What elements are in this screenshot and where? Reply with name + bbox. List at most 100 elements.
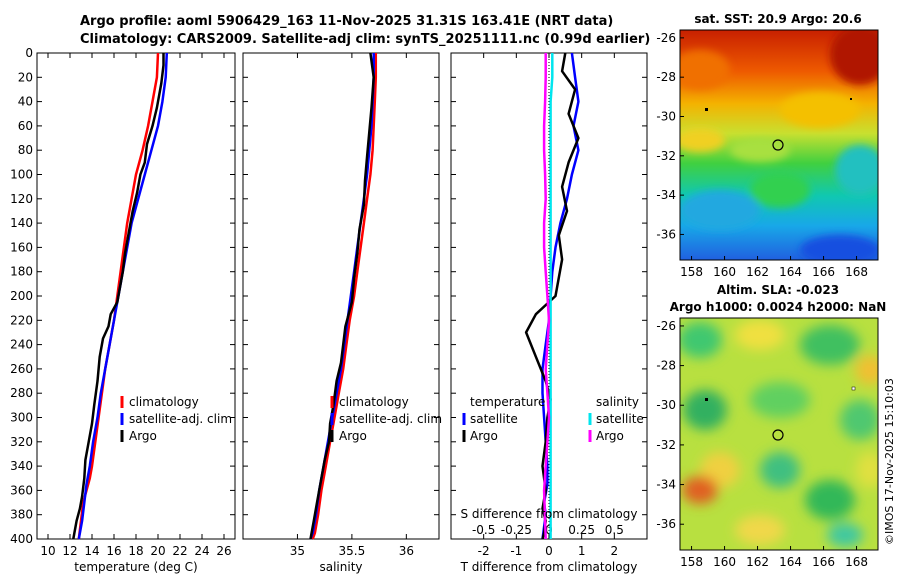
sst-ytick-label: -32 — [656, 149, 676, 163]
sst-ytick-label: -30 — [656, 109, 676, 123]
figure-title-line1: Argo profile: aoml 5906429_163 11-Nov-20… — [80, 14, 614, 29]
temp-frame — [36, 52, 236, 540]
sla-argo-marker — [772, 429, 784, 441]
depth-tick-label: 200 — [10, 289, 33, 303]
sal-legend: climatology satellite-adj. clim Argo — [330, 395, 442, 443]
temp-xlabel: temperature (deg C) — [74, 560, 197, 574]
diff-s-tick-label: 0.5 — [605, 523, 624, 537]
figure-title-line2: Climatology: CARS2009. Satellite-adj cli… — [80, 32, 651, 47]
temp-legend-argo: Argo — [129, 429, 157, 443]
sal-xtick-label: 36 — [399, 544, 414, 558]
diff-legend: temperature satellite Argo salinity sate… — [462, 395, 644, 443]
diff-s-tick-label: -0.5 — [472, 523, 495, 537]
sla-frame — [679, 317, 879, 551]
sla-ytick-label: -36 — [656, 517, 676, 531]
sla-title-line2: Argo h1000: 0.0024 h2000: NaN — [670, 300, 887, 314]
imos-credit: ©IMOS 17-Nov-2025 15:10:03 — [883, 378, 896, 545]
sal-legend-satellite: satellite-adj. clim — [339, 412, 442, 426]
sst-frame — [679, 29, 879, 261]
sst-xtick-label: 162 — [746, 265, 769, 279]
depth-tick-label: 220 — [10, 313, 33, 327]
sla-ytick-label: -28 — [656, 359, 676, 373]
diff-legend-t-title: temperature — [470, 395, 545, 409]
depth-tick-label: 20 — [18, 70, 33, 84]
sal-xtick-label: 35.5 — [339, 544, 366, 558]
temp-legend-climatology: climatology — [129, 395, 199, 409]
temp-xtick-label: 16 — [106, 544, 121, 558]
temp-legend: climatology satellite-adj. clim Argo — [120, 395, 232, 443]
sla-xtick-label: 166 — [812, 555, 835, 569]
depth-tick-label: 0 — [25, 46, 33, 60]
sal-legend-argo: Argo — [339, 429, 367, 443]
sla-ytick-label: -26 — [656, 319, 676, 333]
sal-panel: 35 35.5 36 — [242, 52, 440, 558]
sst-ytick-label: -34 — [656, 188, 676, 202]
diff-xlabel-top: S difference from climatology — [461, 507, 638, 521]
depth-tick-label: 360 — [10, 483, 33, 497]
sla-xtick-label: 162 — [746, 555, 769, 569]
sal-legend-climatology: climatology — [339, 395, 409, 409]
depth-tick-label: 260 — [10, 362, 33, 376]
diff-xtick-label: 0 — [545, 544, 553, 558]
diff-series-s-satellite — [549, 53, 554, 539]
sst-xtick-label: 164 — [779, 265, 802, 279]
sst-xtick-label: 166 — [812, 265, 835, 279]
depth-tick-label: 240 — [10, 338, 33, 352]
sst-map — [680, 30, 878, 260]
temp-panel: 10 12 14 16 18 20 22 24 260204060801001201401601… — [10, 46, 236, 558]
temp-xtick-label: 20 — [150, 544, 165, 558]
sla-ytick-label: -32 — [656, 438, 676, 452]
sla-xtick-label: 168 — [845, 555, 868, 569]
temp-xtick-label: 18 — [128, 544, 143, 558]
temp-xtick-label: 26 — [216, 544, 231, 558]
sst-xtick-label: 158 — [680, 265, 703, 279]
sal-series-satellite-adj-clim — [309, 53, 375, 540]
depth-tick-label: 280 — [10, 386, 33, 400]
depth-tick-label: 160 — [10, 240, 33, 254]
depth-tick-label: 340 — [10, 459, 33, 473]
diff-legend-s-argo: Argo — [596, 429, 624, 443]
sla-xtick-label: 160 — [713, 555, 736, 569]
diff-legend-s-title: salinity — [596, 395, 639, 409]
sal-series-argo — [309, 52, 375, 540]
diff-xtick-label: 2 — [611, 544, 619, 558]
depth-tick-label: 380 — [10, 508, 33, 522]
sla-ytick-label: -34 — [656, 478, 676, 492]
sst-argo-marker — [772, 139, 784, 151]
temp-xtick-label: 14 — [84, 544, 99, 558]
sal-frame — [242, 52, 440, 540]
diff-s-tick-label: 0 — [545, 523, 553, 537]
temp-xtick-label: 22 — [172, 544, 187, 558]
diff-xtick-label: 1 — [578, 544, 586, 558]
diff-legend-s-satellite: satellite — [596, 412, 644, 426]
diff-legend-t-satellite: satellite — [470, 412, 518, 426]
sst-xtick-label: 160 — [713, 265, 736, 279]
sst-ytick-label: -28 — [656, 70, 676, 84]
sla-ytick-label: -30 — [656, 398, 676, 412]
depth-tick-label: 140 — [10, 216, 33, 230]
diff-series-s-argo — [542, 53, 551, 540]
sla-xtick-label: 164 — [779, 555, 802, 569]
depth-tick-label: 40 — [18, 95, 33, 109]
sst-xtick-label: 168 — [845, 265, 868, 279]
diff-panel: -2 -1 0 1 2 -0.5 -0.25 0 0.25 0.5 — [450, 52, 648, 558]
depth-tick-label: 320 — [10, 435, 33, 449]
diff-xlabel: T difference from climatology — [460, 560, 638, 574]
sla-xtick-label: 158 — [680, 555, 703, 569]
sal-series-climatology — [311, 53, 378, 540]
depth-tick-label: 400 — [10, 532, 33, 546]
temp-legend-satellite: satellite-adj. clim — [129, 412, 232, 426]
sal-xlabel: salinity — [319, 560, 362, 574]
sal-xtick-label: 35 — [290, 544, 305, 558]
temp-xtick-label: 10 — [40, 544, 55, 558]
depth-tick-label: 180 — [10, 265, 33, 279]
sst-title: sat. SST: 20.9 Argo: 20.6 — [694, 12, 861, 26]
diff-xtick-label: -1 — [510, 544, 522, 558]
temp-series-satellite-adj-clim — [77, 52, 169, 540]
depth-tick-label: 80 — [18, 143, 33, 157]
diff-s-tick-label: -0.25 — [501, 523, 532, 537]
diff-xtick-label: -2 — [478, 544, 490, 558]
sla-map — [680, 318, 878, 550]
depth-tick-label: 300 — [10, 411, 33, 425]
